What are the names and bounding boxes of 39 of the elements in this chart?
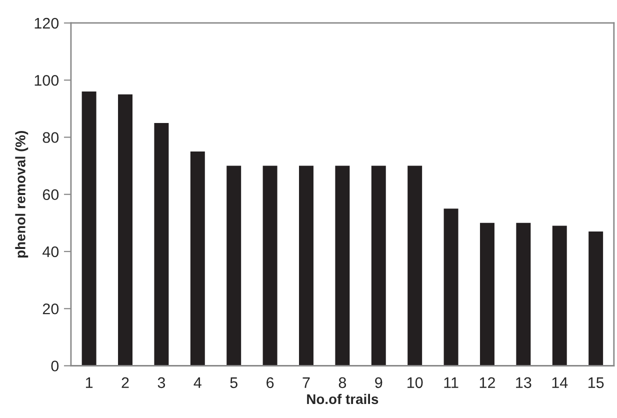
y-tick-label: 80 [42,132,59,143]
bar [444,208,458,366]
x-tick-label: 11 [444,377,458,388]
bar [480,222,494,366]
y-tick-label: 0 [51,360,59,372]
y-tick-label: 20 [42,303,59,314]
x-tick-label: 2 [122,377,129,388]
bar [118,94,132,366]
bar [190,152,205,366]
y-tick-label: 100 [34,74,59,86]
bar [552,226,567,366]
x-tick-label: 4 [194,377,202,388]
x-tick-label: 10 [408,377,423,388]
bar [299,166,314,366]
x-tick-label: 14 [552,377,568,388]
x-tick-label: 9 [375,377,382,388]
x-tick-label: 3 [158,377,166,388]
bar [516,222,531,366]
bar [154,122,169,366]
x-tick-label: 12 [480,377,495,388]
bar [335,166,350,366]
bar [82,92,96,366]
x-tick-label: 15 [588,377,604,388]
x-tick-label: 8 [338,377,346,388]
bar [226,166,242,366]
bar [408,166,422,366]
y-tick-label: 120 [34,18,59,29]
bar [262,166,278,366]
x-tick-label: 5 [230,377,238,388]
x-tick-label: 7 [302,377,310,388]
bar [588,232,604,366]
x-axis-title: No.of trails [307,394,378,404]
x-tick-label: 1 [86,377,93,388]
bar [371,166,386,366]
y-axis-title: phenol removal (%) [15,131,28,258]
y-tick-label: 40 [42,246,59,258]
x-tick-label: 13 [516,377,532,388]
y-tick-label: 60 [42,189,59,200]
x-tick-label: 6 [266,377,274,388]
